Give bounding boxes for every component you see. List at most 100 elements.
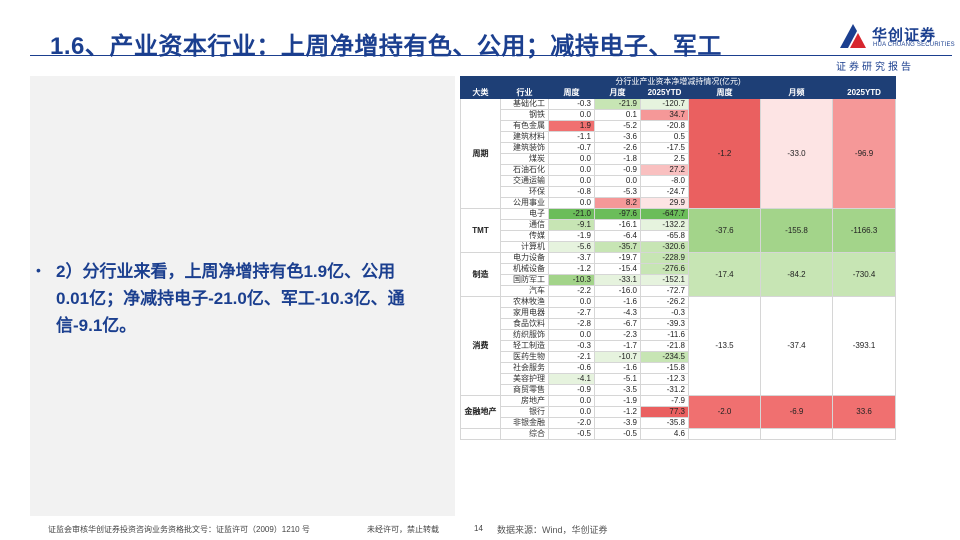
weekly-value: -9.1	[548, 219, 595, 231]
industry-name: 农林牧渔	[500, 296, 549, 308]
monthly-value: -1.8	[594, 153, 641, 165]
table-row: 医药生物 -2.1 -10.7 -234.5	[461, 351, 896, 363]
industry-name: 通信	[500, 219, 549, 231]
sector-ytd-total: -96.9	[831, 98, 897, 209]
monthly-value: -2.3	[594, 329, 641, 341]
weekly-value: -2.7	[548, 307, 595, 319]
ytd-value: -12.3	[640, 373, 689, 385]
weekly-value: 0.0	[548, 109, 595, 121]
table-row: 消费 农林牧渔 0.0 -1.6 -26.2 -13.5 -37.4 -393.1	[460, 296, 897, 396]
monthly-value: 0.1	[594, 109, 641, 121]
industry-name: 社会服务	[500, 362, 549, 374]
monthly-value: -0.9	[594, 164, 641, 176]
monthly-value: -0.5	[594, 428, 641, 440]
industry-name: 传媒	[500, 230, 549, 242]
ytd-value: -8.0	[640, 175, 689, 187]
industry-name: 建筑装饰	[500, 142, 549, 154]
industry-name: 美容护理	[500, 373, 549, 385]
weekly-value: -1.9	[548, 230, 595, 242]
ytd-value: -31.2	[640, 384, 689, 396]
monthly-value: -5.2	[594, 120, 641, 132]
monthly-value: -3.6	[594, 131, 641, 143]
industry-name: 煤炭	[500, 153, 549, 165]
industry-name: 银行	[500, 406, 549, 418]
sector-weekly-empty	[688, 428, 761, 440]
monthly-value: -97.6	[594, 208, 641, 220]
table-row: 通信 -9.1 -16.1 -132.2	[461, 219, 896, 231]
ytd-value: 2.5	[640, 153, 689, 165]
ytd-value: 34.7	[640, 109, 689, 121]
industry-capital-table: 分行业产业资本净增减持情况(亿元) 大类 行业 周度 月度 2025YTD 周度…	[459, 76, 897, 440]
sector-name: 制造	[460, 252, 501, 297]
sector-weekly-total: -1.2	[688, 98, 761, 209]
sector-monthly-total: -37.4	[760, 296, 833, 396]
monthly-value: -35.7	[594, 241, 641, 253]
ytd-value: -15.8	[640, 362, 689, 374]
monthly-value: -10.7	[594, 351, 641, 363]
weekly-value: -2.8	[548, 318, 595, 330]
sector-ytd-total: -393.1	[831, 296, 897, 396]
sector-monthly-total: -84.2	[760, 252, 833, 297]
ytd-value: 27.2	[640, 164, 689, 176]
table-body: 周期 基础化工 -0.3 -21.9 -120.7 -1.2 -33.0 -96.9 钢铁 0.0…	[460, 98, 897, 440]
industry-name: 国防军工	[500, 274, 549, 286]
ytd-value: -320.6	[640, 241, 689, 253]
weekly-value: 0.0	[548, 153, 595, 165]
industry-name: 综合	[500, 428, 549, 440]
monthly-value: -6.7	[594, 318, 641, 330]
weekly-value: -2.2	[548, 285, 595, 297]
weekly-value: 0.0	[548, 395, 595, 407]
monthly-value: -21.9	[594, 98, 641, 110]
monthly-value: -16.0	[594, 285, 641, 297]
weekly-value: -21.0	[548, 208, 595, 220]
footer-notice: 未经许可，禁止转载	[367, 525, 439, 534]
industry-name: 机械设备	[500, 263, 549, 275]
sector-name: TMT	[460, 208, 501, 253]
weekly-value: -0.3	[548, 340, 595, 352]
report-tagline: 证券研究报告	[836, 62, 914, 73]
ytd-value: 4.6	[640, 428, 689, 440]
monthly-value: -15.4	[594, 263, 641, 275]
sector-ytd-total: 33.6	[831, 395, 897, 429]
industry-name: 家用电器	[500, 307, 549, 319]
logo-english-name: HUA CHUANG SECURITIES	[873, 42, 955, 48]
weekly-value: -4.1	[548, 373, 595, 385]
monthly-value: -1.6	[594, 362, 641, 374]
company-logo: 华创证券 HUA CHUANG SECURITIES	[840, 22, 955, 52]
table-row: 社会服务 -0.6 -1.6 -15.8	[461, 362, 896, 374]
ytd-value: 77.3	[640, 406, 689, 418]
weekly-value: 0.0	[548, 406, 595, 418]
col-header-sector-weekly: 周度	[688, 87, 761, 99]
industry-name: 非银金融	[500, 417, 549, 429]
weekly-value: 0.0	[548, 329, 595, 341]
weekly-value: 1.9	[548, 120, 595, 132]
table-row: 环保 -0.8 -5.3 -24.7	[461, 186, 896, 198]
industry-name: 轻工制造	[500, 340, 549, 352]
header-rule	[30, 55, 952, 56]
weekly-value: 0.0	[548, 175, 595, 187]
ytd-value: -647.7	[640, 208, 689, 220]
weekly-value: -0.5	[548, 428, 595, 440]
monthly-value: -5.1	[594, 373, 641, 385]
page-number: 14	[474, 524, 483, 533]
monthly-value: -3.9	[594, 417, 641, 429]
monthly-value: -33.1	[594, 274, 641, 286]
industry-name: 电力设备	[500, 252, 549, 264]
ytd-value: -65.8	[640, 230, 689, 242]
data-source: 数据来源：Wind，华创证券	[497, 525, 608, 535]
monthly-value: -16.1	[594, 219, 641, 231]
weekly-value: -1.2	[548, 263, 595, 275]
weekly-value: -0.6	[548, 362, 595, 374]
weekly-value: -1.1	[548, 131, 595, 143]
sector-ytd-empty	[831, 428, 897, 440]
summary-panel	[30, 76, 455, 516]
industry-name: 交通运输	[500, 175, 549, 187]
sector-monthly-empty	[760, 428, 833, 440]
ytd-value: 0.5	[640, 131, 689, 143]
table-caption: 分行业产业资本净增减持情况(亿元)	[459, 76, 897, 88]
sector-weekly-total: -13.5	[688, 296, 761, 396]
table-row: 公用事业 0.0 8.2 29.9	[461, 197, 896, 209]
table-row: 纺织服饰 0.0 -2.3 -11.6	[461, 329, 896, 341]
col-header-weekly: 周度	[548, 87, 595, 99]
table-row: 银行 0.0 -1.2 77.3	[461, 406, 896, 418]
